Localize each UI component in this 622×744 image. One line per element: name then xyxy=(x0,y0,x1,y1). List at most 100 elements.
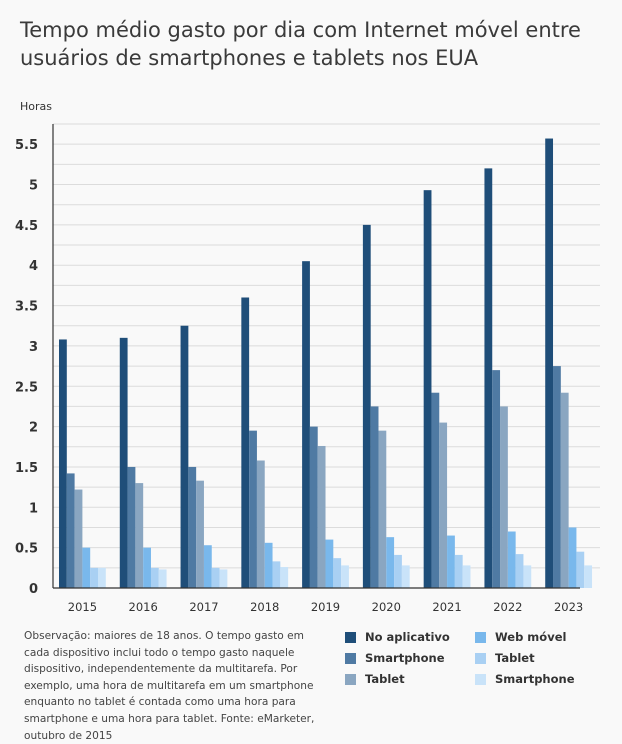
y-tick-label: 0 xyxy=(29,582,38,597)
y-tick-label: 1 xyxy=(29,501,38,516)
x-tick-label: 2016 xyxy=(129,600,158,614)
bar xyxy=(568,527,577,588)
bar xyxy=(523,565,532,588)
legend-swatch xyxy=(345,631,356,643)
bar xyxy=(401,565,410,588)
legend-swatch xyxy=(475,631,486,643)
legend-item: Smartphone xyxy=(345,651,445,665)
bar xyxy=(507,531,516,588)
bar xyxy=(386,537,395,588)
bar xyxy=(135,483,144,588)
legend-item: Tablet xyxy=(345,672,405,686)
bar xyxy=(515,554,524,588)
y-tick-label: 0.5 xyxy=(15,542,38,557)
legend-label: Web móvel xyxy=(495,630,567,644)
legend-swatch xyxy=(345,673,356,685)
bar xyxy=(280,567,289,588)
legend-label: Smartphone xyxy=(365,651,445,665)
y-tick-label: 2.5 xyxy=(15,380,38,395)
bar xyxy=(325,539,334,588)
x-tick-label: 2023 xyxy=(554,600,583,614)
bar xyxy=(90,567,98,588)
bar xyxy=(545,138,554,589)
bar xyxy=(119,337,128,588)
bar xyxy=(188,466,197,588)
bar xyxy=(553,366,561,588)
bar xyxy=(492,370,501,588)
bar xyxy=(249,430,257,588)
bar xyxy=(219,569,228,588)
legend-swatch xyxy=(345,652,356,664)
bar xyxy=(150,567,159,588)
bar xyxy=(59,339,67,588)
bar xyxy=(584,565,593,588)
bar xyxy=(98,567,106,588)
x-tick-label: 2017 xyxy=(189,600,218,614)
bar xyxy=(196,480,204,588)
bar xyxy=(439,422,448,588)
legend-item: Tablet xyxy=(475,651,535,665)
y-tick-label: 4.5 xyxy=(15,219,38,234)
bar xyxy=(333,558,342,588)
x-tick-labels: 2015 2016 2017 2018 2019 2020 2021 2022 2023 xyxy=(68,600,584,614)
bar xyxy=(447,535,455,588)
bar xyxy=(362,224,371,588)
bar xyxy=(302,261,310,588)
bar xyxy=(454,554,463,588)
x-tick-label: 2021 xyxy=(432,600,461,614)
bar xyxy=(66,473,75,588)
bar xyxy=(158,569,167,588)
bar xyxy=(143,547,151,588)
bar xyxy=(317,445,326,588)
legend-label: Tablet xyxy=(365,672,405,686)
bar xyxy=(74,489,83,588)
x-tick-label: 2019 xyxy=(311,600,340,614)
y-axis-label: Horas xyxy=(20,100,52,113)
bar xyxy=(272,561,281,588)
bar-chart: 00.511.522.533.544.555.5 2015 2016 2017 201… xyxy=(15,123,600,614)
bar xyxy=(180,325,189,588)
bar xyxy=(484,168,493,588)
bar xyxy=(203,545,212,588)
legend-swatch xyxy=(475,652,486,664)
bar xyxy=(431,392,440,588)
y-tick-label: 1.5 xyxy=(15,461,38,476)
bar xyxy=(576,551,585,588)
bar xyxy=(211,567,220,588)
y-tick-label: 5.5 xyxy=(15,138,38,153)
bar xyxy=(378,430,387,588)
axes xyxy=(52,124,580,589)
legend-label: Smartphone xyxy=(495,672,575,686)
x-tick-label: 2018 xyxy=(250,600,279,614)
x-tick-label: 2022 xyxy=(493,600,522,614)
legend-item: No aplicativo xyxy=(345,630,450,644)
bar xyxy=(500,406,508,588)
bar xyxy=(309,426,318,588)
x-tick-label: 2015 xyxy=(68,600,97,614)
bar xyxy=(256,460,265,588)
y-tick-label: 5 xyxy=(29,179,38,194)
y-tick-label: 3.5 xyxy=(15,300,38,315)
y-tick-label: 3 xyxy=(29,340,38,355)
legend-swatch xyxy=(475,673,486,685)
x-tick-label: 2020 xyxy=(372,600,401,614)
legend-label: Tablet xyxy=(495,651,535,665)
bar xyxy=(370,406,379,588)
bar xyxy=(241,297,250,588)
bar xyxy=(127,466,136,588)
footnote: Observação: maiores de 18 anos. O tempo … xyxy=(24,630,315,742)
bar xyxy=(264,542,273,588)
y-tick-labels: 0 0.5 1 1.5 2 2.5 3 3.5 4 4.5 5 5.5 xyxy=(15,138,38,597)
legend-item: Web móvel xyxy=(475,630,566,644)
bar xyxy=(462,565,471,588)
y-tick-label: 4 xyxy=(29,259,38,274)
gridlines xyxy=(53,123,600,569)
legend-item: Smartphone xyxy=(475,672,575,686)
bar xyxy=(394,554,402,588)
bar xyxy=(341,565,349,588)
legend-label: No aplicativo xyxy=(365,630,450,644)
chart-title: Tempo médio gasto por dia com Internet m… xyxy=(20,18,581,70)
bar xyxy=(82,547,91,588)
bars xyxy=(59,138,593,589)
bar xyxy=(560,392,569,588)
